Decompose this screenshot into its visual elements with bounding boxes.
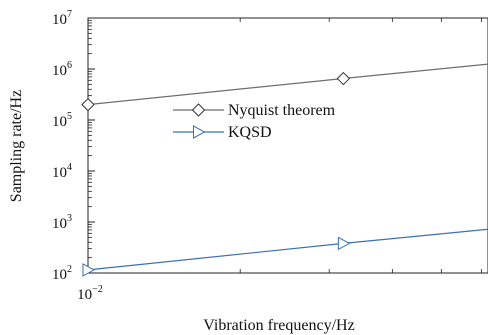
y-tick-labels: 102 103 104 105 106 107 [52, 9, 72, 283]
legend-label: Nyquist theorem [228, 102, 336, 119]
y-tick-label: 107 [52, 9, 72, 28]
y-tick-label: 102 [52, 264, 72, 283]
legend-item: KQSD [173, 124, 272, 141]
series-line [87, 63, 488, 106]
major-ticks [87, 17, 95, 274]
data-point [81, 97, 95, 112]
y-tick-label: 103 [52, 213, 72, 232]
plot-area [81, 17, 488, 277]
y-tick-label: 105 [52, 111, 72, 130]
legend-label: KQSD [228, 124, 272, 141]
x-axis-title: Vibration frequency/Hz [203, 317, 354, 334]
minor-ticks [88, 18, 482, 273]
plot-frame [87, 17, 488, 274]
legend: Nyquist theorem KQSD [173, 102, 336, 141]
series-kqsd [82, 228, 488, 277]
legend-marker [191, 103, 206, 117]
x-tick-label: 10−2 [77, 284, 103, 303]
legend-marker [193, 125, 206, 139]
data-point [82, 263, 96, 277]
series-line [87, 228, 488, 271]
y-axis-title: Sampling rate/Hz [8, 90, 25, 202]
legend-item: Nyquist theorem [173, 102, 336, 119]
data-point [337, 236, 351, 251]
y-tick-label: 104 [52, 162, 72, 181]
y-tick-label: 106 [52, 60, 72, 79]
x-tick-labels: 10−210−1100101 [77, 284, 103, 303]
series-layer [81, 63, 488, 277]
data-point [336, 71, 351, 86]
series-nyquist [81, 63, 488, 112]
